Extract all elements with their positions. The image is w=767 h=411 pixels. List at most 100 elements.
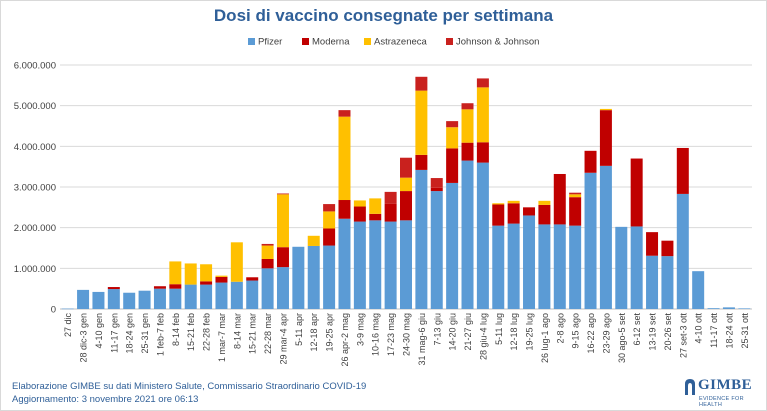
x-tick-label: 12-18 lug — [509, 313, 519, 351]
bar-stack — [353, 200, 366, 309]
bar-segment — [507, 203, 520, 224]
bar-stack — [138, 290, 151, 309]
bar-segment — [538, 200, 551, 205]
bar-segment — [246, 277, 259, 281]
bar-segment — [200, 284, 213, 309]
y-tick-label: 3.000.000 — [14, 183, 56, 194]
bar-segment — [676, 193, 689, 309]
bar-segment — [584, 172, 597, 309]
x-tick-label: 1 feb-7 feb — [155, 313, 165, 356]
bar-segment — [599, 108, 612, 111]
bar-segment — [323, 211, 336, 229]
bar-segment — [215, 275, 228, 277]
bar-stack — [384, 191, 397, 309]
bar-segment — [292, 246, 305, 309]
bar-stacks — [61, 76, 751, 310]
bar-segment — [569, 192, 582, 195]
bar-segment — [369, 198, 382, 214]
bar-segment — [507, 200, 520, 204]
bar-segment — [400, 220, 412, 309]
bar-stack — [630, 158, 643, 309]
bar-stack — [476, 78, 489, 309]
legend-swatch — [364, 38, 371, 45]
y-tick-label: 0 — [51, 305, 56, 316]
bar-stack — [553, 173, 566, 309]
bar-stack — [369, 198, 382, 309]
bar-stack — [92, 291, 105, 309]
x-tick-label: 13-19 set — [648, 313, 658, 351]
bar-segment — [323, 228, 336, 246]
bar-segment — [492, 203, 505, 205]
logo-tagline: EVIDENCE FOR HEALTH — [699, 396, 744, 408]
bar-segment — [169, 284, 182, 289]
x-tick-label: 10-16 mag — [371, 313, 381, 356]
bar-stack — [446, 121, 459, 309]
legend-swatch — [302, 38, 309, 45]
chart-title: Dosi di vaccino consegnate per settimana — [213, 6, 554, 25]
bar-segment — [461, 160, 474, 309]
bar-stack — [169, 261, 182, 309]
x-tick-label: 25-31 gen — [140, 313, 150, 354]
x-tick-label: 4-10 ott — [694, 313, 704, 344]
bar-segment — [307, 245, 320, 309]
bar-segment — [353, 221, 366, 309]
legend-label: Astrazeneca — [374, 37, 428, 48]
bar-segment — [599, 110, 612, 166]
bar-segment — [338, 218, 351, 309]
gimbe-logo: GIMBE EVIDENCE FOR HEALTH — [684, 377, 758, 408]
x-tick-label: 31 mag-6 giu — [417, 313, 427, 366]
x-tick-label: 27 dic — [63, 313, 73, 338]
legend: Pfizer Moderna Astrazeneca Johnson & Johnso… — [248, 37, 539, 48]
bar-segment — [738, 308, 751, 309]
bar-segment — [261, 268, 274, 309]
bar-segment — [215, 276, 228, 283]
x-tick-label: 20-26 set — [663, 313, 673, 351]
x-tick-label: 30 ago-5 set — [617, 313, 627, 364]
legend-item: Pfizer — [248, 37, 282, 48]
bar-segment — [353, 206, 366, 222]
bar-segment — [599, 165, 612, 309]
x-tick-label: 7-13 giu — [432, 313, 442, 346]
y-tick-label: 6.000.000 — [14, 61, 56, 72]
bar-segment — [400, 191, 412, 221]
x-tick-label: 24-30 mag — [402, 313, 412, 356]
bar-stack — [492, 203, 505, 309]
bar-segment — [153, 288, 166, 309]
bar-segment — [261, 258, 274, 269]
bar-segment — [492, 225, 505, 309]
bar-segment — [323, 204, 336, 212]
y-axis: 0 1.000.000 2.000.000 3.000.000 4.000.000 5.0… — [14, 61, 56, 316]
bar-stack — [738, 308, 751, 309]
bar-stack — [538, 200, 551, 309]
x-tick-label: 4-10 gen — [94, 313, 104, 349]
bar-segment — [569, 197, 582, 226]
legend-label: Pfizer — [258, 37, 282, 48]
bar-segment — [446, 182, 459, 309]
bar-segment — [338, 200, 351, 219]
legend-label: Moderna — [312, 37, 350, 48]
bar-segment — [692, 271, 705, 309]
bar-segment — [323, 245, 336, 309]
bar-stack — [107, 287, 120, 309]
bar-segment — [661, 256, 674, 309]
bar-segment — [369, 213, 382, 221]
bar-segment — [507, 223, 520, 309]
bar-segment — [369, 220, 382, 309]
bar-segment — [169, 261, 182, 285]
bar-segment — [446, 127, 459, 149]
x-tick-label: 19-25 apr — [325, 313, 335, 352]
x-tick-label: 29 mar-4 apr — [278, 313, 288, 365]
bar-segment — [200, 264, 213, 282]
bar-segment — [553, 173, 566, 225]
x-tick-label: 28 giu-4 lug — [478, 313, 488, 360]
bar-segment — [184, 284, 197, 309]
x-tick-label: 26 apr-2 mag — [340, 313, 350, 367]
chart-canvas: 0 1.000.000 2.000.000 3.000.000 4.000.000 5.0… — [14, 37, 752, 367]
bar-segment — [415, 169, 428, 309]
bar-segment — [400, 157, 412, 178]
bar-stack — [77, 289, 90, 309]
x-tick-label: 28 dic-3 gen — [79, 313, 89, 363]
bar-segment — [415, 154, 428, 170]
update-timestamp: Aggiornamento: 3 novembre 2021 ore 06:13 — [12, 394, 199, 405]
source-note: Elaborazione GIMBE su dati Ministero Sal… — [12, 381, 367, 392]
